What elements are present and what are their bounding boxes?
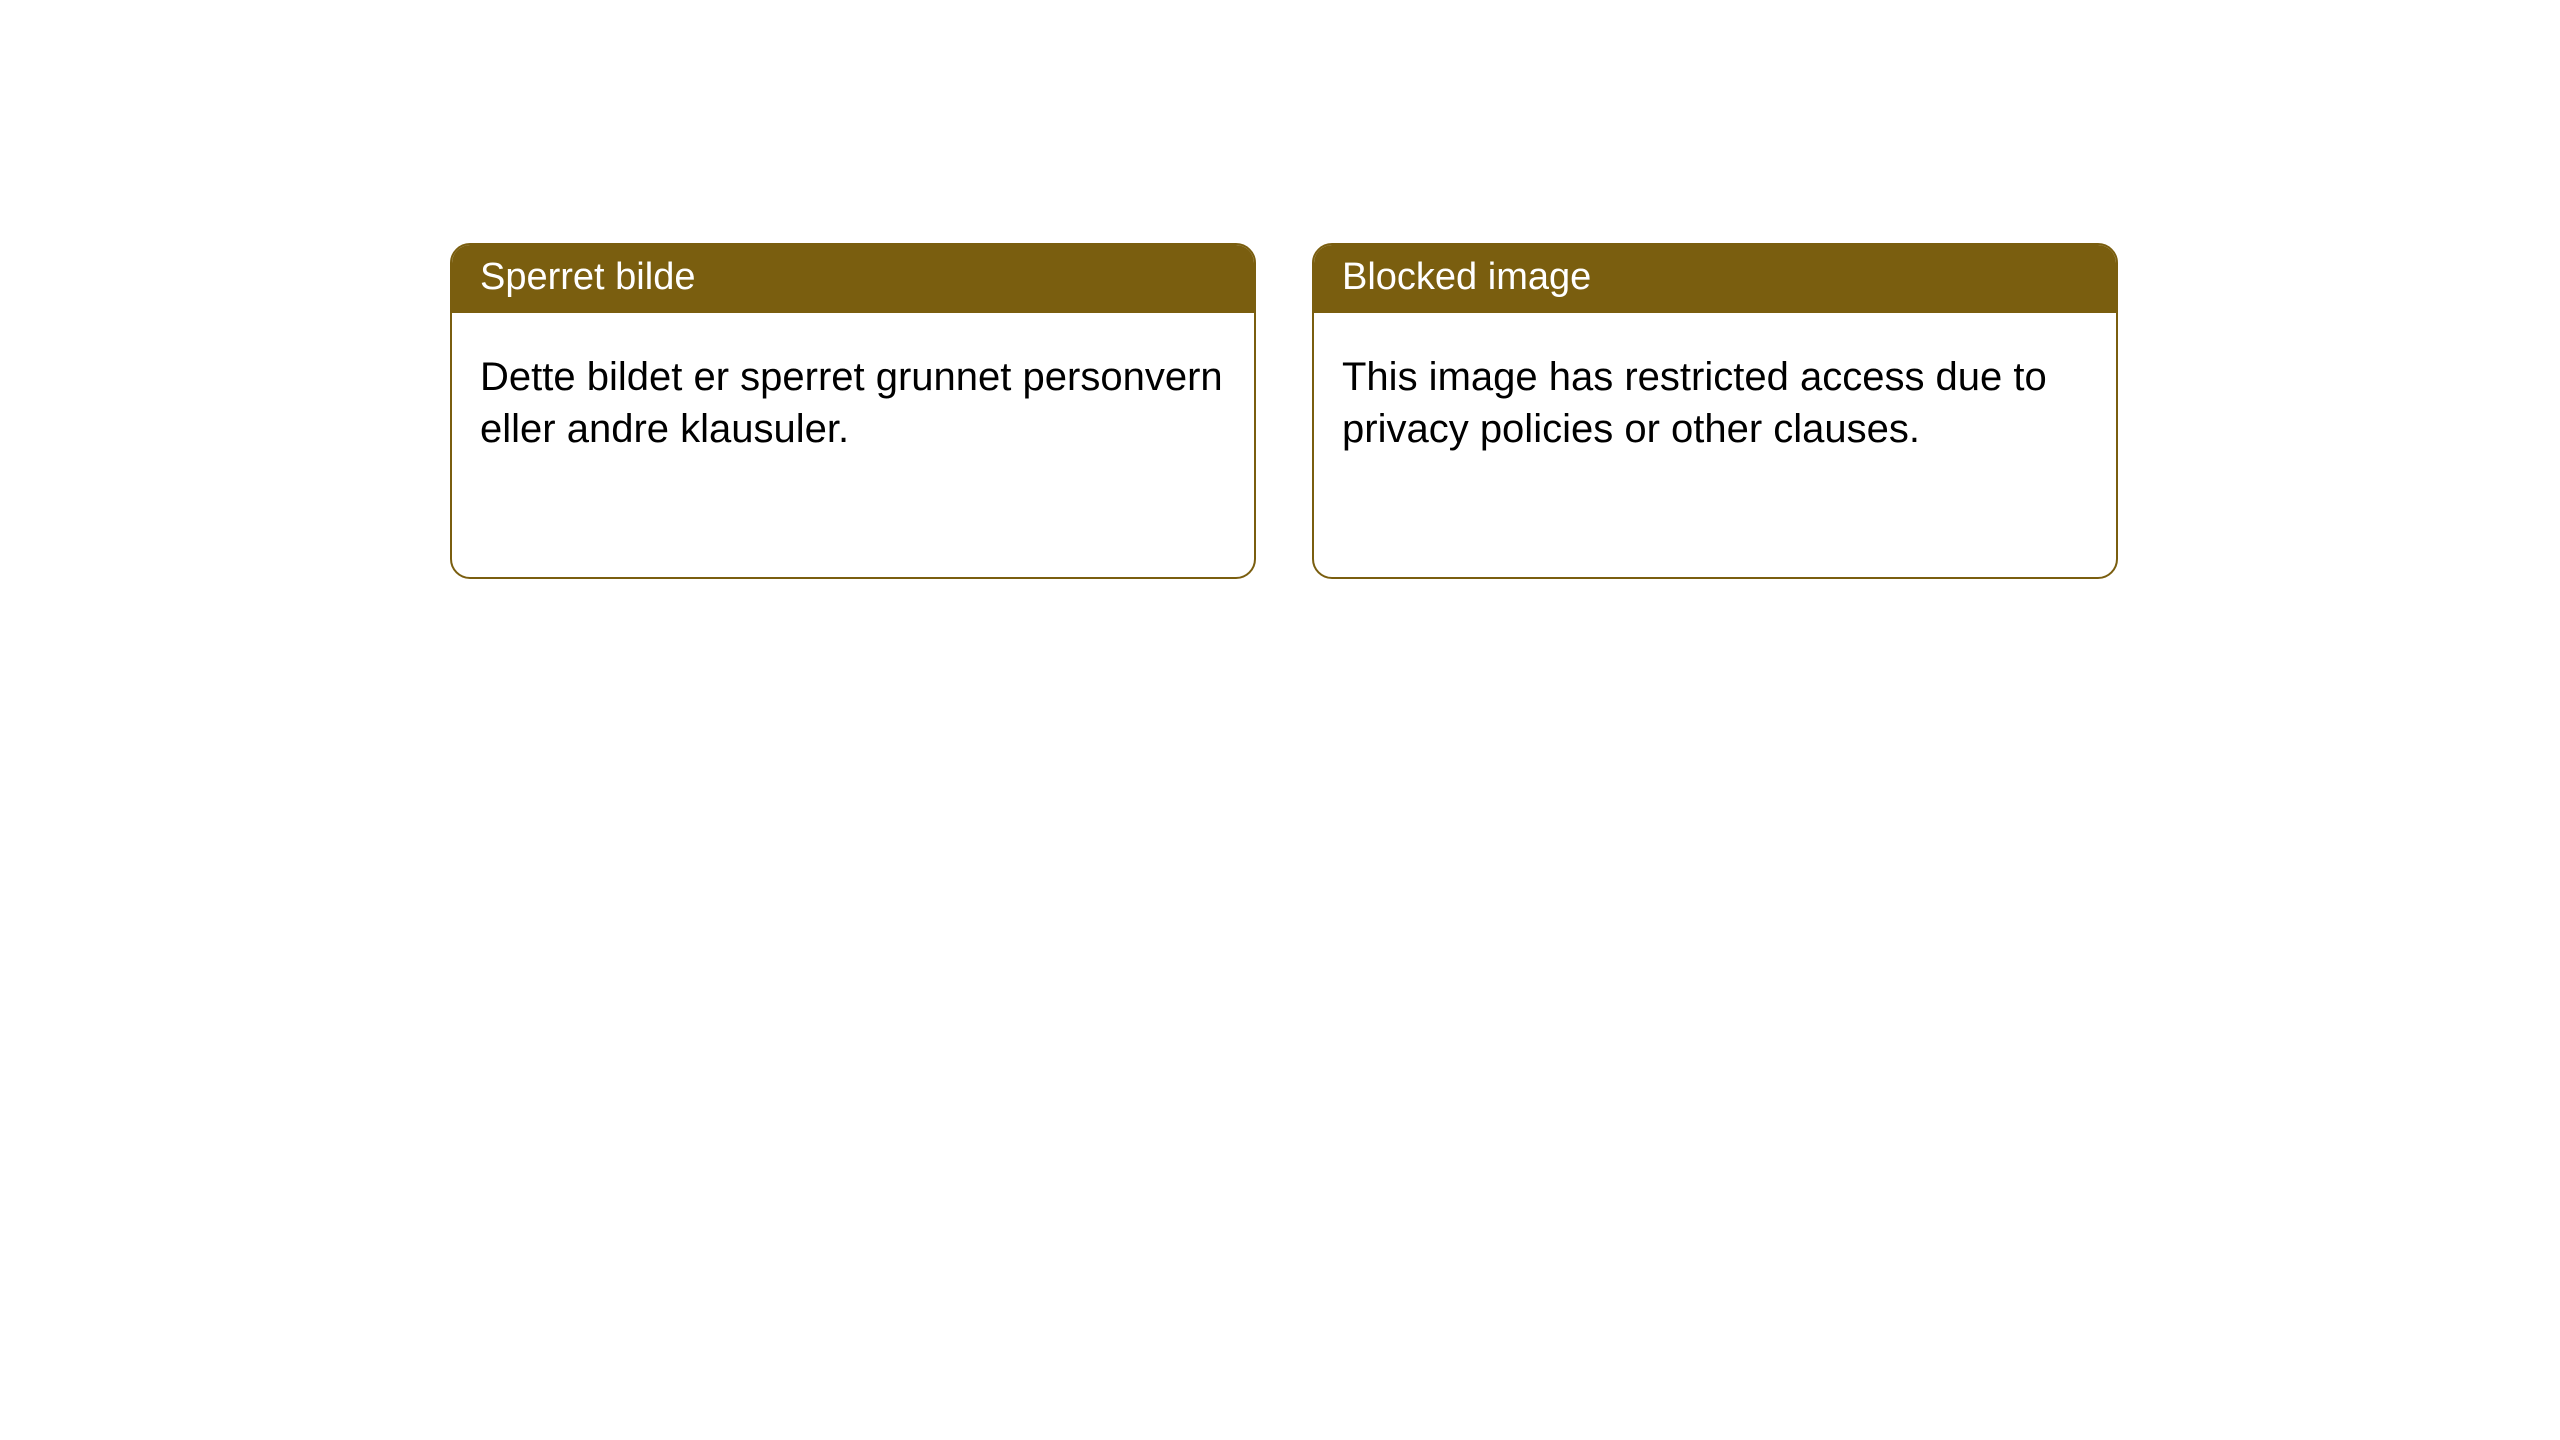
notice-card-english: Blocked image This image has restricted … [1312, 243, 2118, 579]
notice-card-norwegian: Sperret bilde Dette bildet er sperret gr… [450, 243, 1256, 579]
notice-body: This image has restricted access due to … [1314, 313, 2116, 483]
notice-container: Sperret bilde Dette bildet er sperret gr… [0, 0, 2560, 579]
notice-body: Dette bildet er sperret grunnet personve… [452, 313, 1254, 483]
notice-title: Blocked image [1314, 245, 2116, 313]
notice-title: Sperret bilde [452, 245, 1254, 313]
